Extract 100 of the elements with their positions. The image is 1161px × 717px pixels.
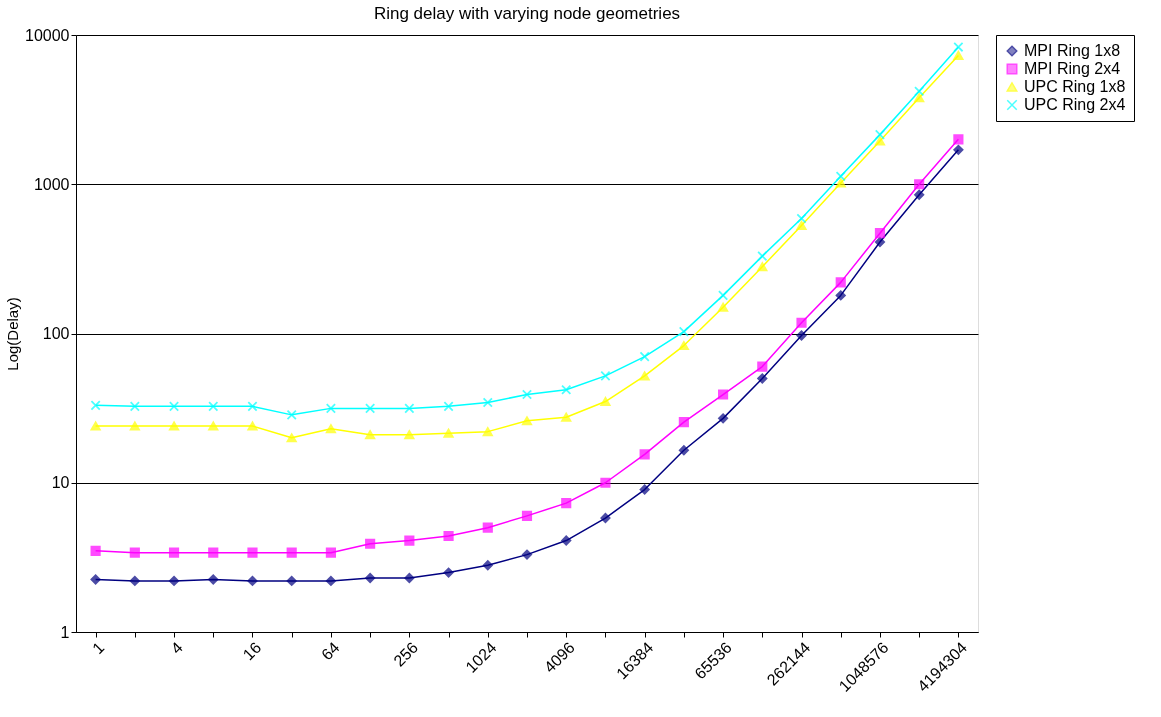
point bbox=[600, 477, 611, 488]
point bbox=[953, 50, 964, 60]
point bbox=[757, 251, 768, 262]
point bbox=[482, 397, 493, 408]
point bbox=[678, 416, 689, 428]
point bbox=[953, 134, 964, 145]
point bbox=[129, 575, 140, 586]
point bbox=[443, 530, 454, 542]
point bbox=[168, 547, 180, 558]
x-tick-label: 64 bbox=[318, 638, 343, 664]
point bbox=[835, 178, 846, 188]
point bbox=[365, 403, 376, 414]
point bbox=[168, 575, 180, 586]
point bbox=[561, 384, 572, 395]
point bbox=[286, 547, 297, 558]
point bbox=[953, 144, 964, 155]
point bbox=[521, 510, 533, 521]
point bbox=[168, 401, 180, 412]
point bbox=[90, 400, 101, 411]
point bbox=[757, 373, 768, 384]
point bbox=[796, 330, 807, 341]
point bbox=[247, 547, 258, 558]
point bbox=[208, 574, 219, 585]
point bbox=[718, 413, 729, 424]
point bbox=[796, 220, 807, 230]
point bbox=[718, 389, 729, 400]
point bbox=[443, 401, 454, 412]
point bbox=[325, 547, 336, 558]
legend-label: MPI Ring 2x4 bbox=[1024, 60, 1121, 77]
y-tick-label: 10 bbox=[51, 474, 70, 492]
point bbox=[561, 535, 572, 546]
point bbox=[874, 136, 886, 146]
point bbox=[208, 401, 219, 412]
point bbox=[678, 341, 689, 351]
point bbox=[404, 572, 415, 584]
point bbox=[874, 236, 886, 248]
point bbox=[678, 326, 689, 337]
point bbox=[718, 302, 729, 312]
point bbox=[482, 522, 493, 533]
point bbox=[914, 86, 925, 97]
point bbox=[208, 547, 219, 558]
point bbox=[168, 421, 180, 431]
point bbox=[561, 412, 572, 422]
y-axis-title: Log(Delay) bbox=[4, 297, 22, 371]
point bbox=[757, 361, 768, 372]
point bbox=[757, 262, 768, 272]
point bbox=[718, 290, 729, 301]
x-tick-label: 256 bbox=[390, 638, 422, 670]
legend-label: MPI Ring 1x8 bbox=[1024, 42, 1121, 59]
point bbox=[443, 428, 454, 438]
point bbox=[90, 545, 101, 556]
point bbox=[600, 397, 611, 407]
point bbox=[286, 433, 297, 443]
point bbox=[678, 445, 689, 456]
point bbox=[325, 403, 336, 414]
point bbox=[404, 430, 415, 440]
chart-title: Ring delay with varying node geometries bbox=[373, 4, 681, 23]
point bbox=[482, 560, 493, 571]
point bbox=[835, 171, 846, 182]
point bbox=[600, 370, 611, 381]
point bbox=[561, 498, 572, 509]
point bbox=[404, 403, 415, 414]
legend-label: UPC Ring 2x4 bbox=[1024, 96, 1126, 113]
point bbox=[796, 213, 807, 224]
point bbox=[325, 424, 336, 434]
point bbox=[953, 41, 964, 53]
point bbox=[639, 484, 650, 495]
legend-label: UPC Ring 1x8 bbox=[1024, 78, 1126, 95]
point bbox=[874, 228, 886, 239]
point bbox=[914, 189, 925, 200]
point bbox=[521, 416, 533, 426]
point bbox=[90, 574, 101, 585]
y-tick-label: 10000 bbox=[25, 26, 70, 44]
point bbox=[600, 512, 611, 524]
point bbox=[365, 572, 376, 584]
point bbox=[247, 421, 258, 431]
point bbox=[639, 351, 650, 362]
y-tick-label: 1000 bbox=[33, 175, 70, 193]
point bbox=[365, 538, 376, 549]
point bbox=[874, 129, 886, 140]
point bbox=[796, 317, 807, 328]
point bbox=[914, 179, 925, 190]
point bbox=[247, 575, 258, 586]
point bbox=[835, 290, 846, 301]
y-tick-label: 1 bbox=[60, 623, 70, 641]
point bbox=[639, 371, 650, 381]
point bbox=[286, 575, 297, 586]
point bbox=[443, 567, 454, 578]
point bbox=[521, 549, 533, 560]
x-tick-label: 1 bbox=[89, 638, 108, 658]
point bbox=[914, 93, 925, 103]
point bbox=[404, 535, 415, 546]
point bbox=[129, 547, 140, 558]
point bbox=[286, 409, 297, 420]
point bbox=[90, 421, 101, 431]
point bbox=[365, 430, 376, 440]
point bbox=[325, 575, 336, 586]
point bbox=[129, 401, 140, 412]
point bbox=[208, 421, 219, 431]
point bbox=[482, 427, 493, 437]
